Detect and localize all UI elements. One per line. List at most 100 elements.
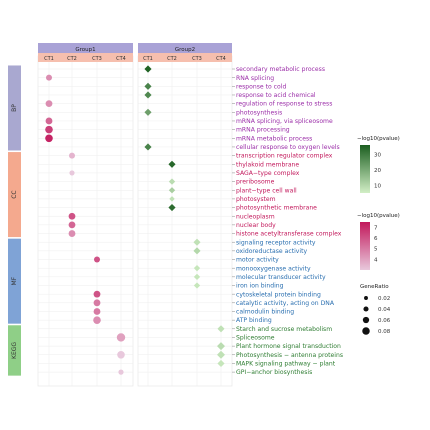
data-point-group2 <box>193 238 201 246</box>
term-label: SAGA−type complex <box>236 170 300 177</box>
term-label: response to acid chemical <box>236 92 316 99</box>
term-label: mRNA metabolic process <box>236 135 312 142</box>
term-label: secondary metabolic process <box>236 66 325 73</box>
term-label: transcription regulator complex <box>236 153 333 160</box>
term-label: thylakoid membrane <box>236 161 299 168</box>
term-label: response to cold <box>236 83 286 90</box>
term-label: histone acetyltransferase complex <box>236 231 342 238</box>
group-header-strip <box>138 43 232 53</box>
term-label: oxidoreductase activity <box>236 248 307 255</box>
data-point-group2 <box>193 273 201 280</box>
term-label: nucleoplasm <box>236 213 275 220</box>
data-point-group2 <box>144 108 152 116</box>
panel-background <box>37 55 134 387</box>
term-label: mRNA processing <box>236 127 290 134</box>
term-label: regulation of response to stress <box>236 101 332 108</box>
data-point-group1 <box>93 290 101 298</box>
category-bar <box>8 152 21 238</box>
category-bar <box>8 325 21 376</box>
data-point-group1 <box>93 299 101 307</box>
term-label: Starch and sucrose metabolism <box>236 326 332 333</box>
data-point-group2 <box>168 203 176 212</box>
column-header-label: CT3 <box>92 56 102 62</box>
data-point-group1 <box>45 134 53 143</box>
term-label: molecular transducer activity <box>236 274 326 281</box>
data-point-group2 <box>217 350 225 359</box>
term-label: Plant hormone signal transduction <box>236 343 341 350</box>
data-point-group1 <box>69 152 75 159</box>
data-point-group1 <box>45 117 53 125</box>
data-point-group1 <box>116 333 126 342</box>
data-point-group1 <box>94 256 100 263</box>
data-point-group1 <box>93 316 101 324</box>
legend-green-tick-label: 30 <box>374 152 381 158</box>
data-point-group1 <box>93 308 101 315</box>
data-point-group2 <box>168 187 176 194</box>
column-header-label: CT4 <box>116 56 126 62</box>
data-point-group2 <box>217 342 225 351</box>
legend-size-dot <box>363 306 369 312</box>
term-label: iron ion binding <box>236 283 284 290</box>
term-label: mRNA splicing, via spliceosome <box>236 118 333 125</box>
column-header-label: CT1 <box>143 56 153 62</box>
data-point-group1 <box>45 125 53 134</box>
panel-background <box>137 55 233 387</box>
term-label: preribosome <box>236 179 275 186</box>
legend-green-title: −log10(pvalue) <box>357 136 400 142</box>
column-header-strip <box>38 53 133 62</box>
data-point-group2 <box>217 325 225 333</box>
term-label: GPI−anchor biosynthesis <box>236 369 312 376</box>
term-label: signaling receptor activity <box>236 239 316 246</box>
data-point-group2 <box>144 143 152 151</box>
legend-pink-tick-label: 4 <box>374 257 378 263</box>
data-point-group1 <box>117 350 125 359</box>
term-label: MAPK signaling pathway − plant <box>236 361 336 368</box>
term-label: photosynthetic membrane <box>236 205 317 212</box>
group-header-label: Group1 <box>75 47 95 53</box>
data-point-group1 <box>68 221 76 229</box>
data-point-group2 <box>217 359 225 368</box>
data-point-group1 <box>69 170 75 176</box>
legend-green-tick-label: 10 <box>374 183 381 189</box>
legend-size-label: 0.08 <box>378 329 391 335</box>
term-label: photosynthesis <box>236 109 282 116</box>
category-bar <box>8 238 21 324</box>
data-point-group2 <box>144 65 152 73</box>
legend-size-label: 0.02 <box>378 296 390 302</box>
legend-pink-tick-label: 7 <box>374 225 378 231</box>
legend-size-label: 0.04 <box>378 307 391 313</box>
term-label: Photosynthesis − antenna proteins <box>236 352 343 359</box>
data-point-group2 <box>168 178 176 185</box>
term-label: plant−type cell wall <box>236 187 297 194</box>
legend-size-dot <box>362 327 370 335</box>
column-header-label: CT2 <box>67 56 77 62</box>
group-header-label: Group2 <box>175 47 195 53</box>
term-label: Spliceosome <box>236 335 275 342</box>
data-point-group2 <box>193 265 201 272</box>
term-label: calmodulin binding <box>236 309 294 316</box>
legend-pink-title: −log10(pvalue) <box>357 213 400 219</box>
legend-size-dot <box>362 316 370 324</box>
legend-pink-colorbar <box>360 222 370 270</box>
column-header-label: CT1 <box>44 56 54 62</box>
category-bar <box>8 65 21 151</box>
term-label: motor activity <box>236 257 279 264</box>
data-point-group2 <box>168 160 176 168</box>
data-point-group2 <box>144 91 152 99</box>
category-label: CC <box>11 190 18 198</box>
column-header-strip <box>138 53 232 62</box>
term-label: cytoskeletal protein binding <box>236 291 321 298</box>
term-label: photosystem <box>236 196 276 203</box>
legend-green-tick-label: 20 <box>374 168 381 174</box>
data-point-group2 <box>144 82 152 90</box>
data-point-group2 <box>169 196 175 202</box>
data-point-group1 <box>46 74 52 81</box>
data-point-group1 <box>68 212 76 220</box>
data-point-group2 <box>193 247 201 255</box>
term-label: catalytic activity, acting on DNA <box>236 300 335 307</box>
category-label: BP <box>11 104 18 112</box>
data-point-group1 <box>118 369 124 375</box>
term-label: ATP binding <box>236 317 272 324</box>
term-label: nuclear body <box>236 222 276 229</box>
